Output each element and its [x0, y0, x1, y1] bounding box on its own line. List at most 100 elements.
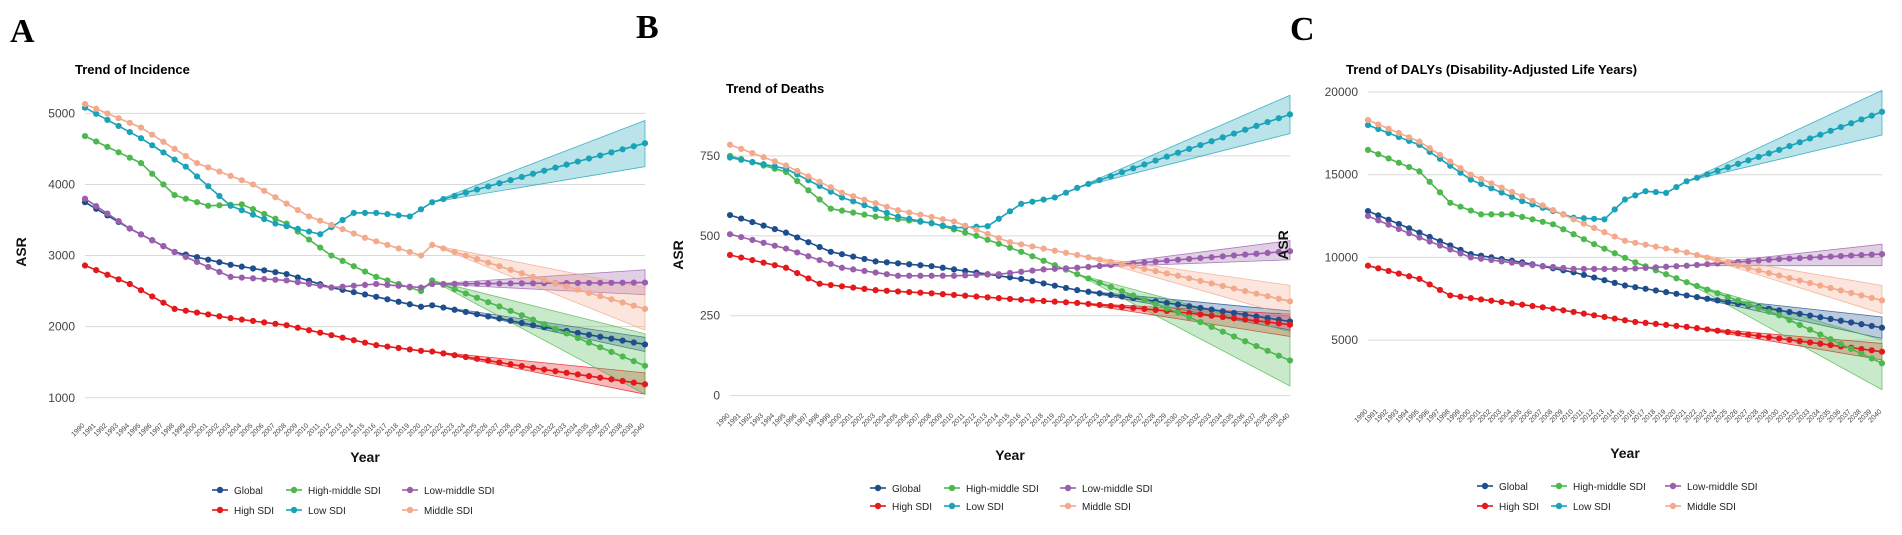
chart-title-incidence: Trend of Incidence	[75, 62, 190, 77]
x-axis-label: Year	[1610, 445, 1640, 461]
data-point-low-middle-sdi	[984, 271, 991, 278]
data-point-middle-sdi	[1006, 239, 1014, 246]
data-point-low-middle-sdi	[861, 267, 868, 275]
data-point-middle-sdi	[429, 241, 436, 248]
data-point-global	[574, 329, 581, 337]
data-point-low-middle-sdi	[1693, 261, 1701, 269]
data-point-middle-sdi	[1683, 249, 1690, 256]
data-point-high-sdi	[641, 381, 649, 388]
data-point-high-sdi	[1107, 302, 1114, 310]
data-point-low-sdi	[760, 161, 767, 168]
data-point-high-middle-sdi	[1395, 159, 1402, 166]
data-point-global	[1796, 310, 1803, 317]
data-point-high-middle-sdi	[1219, 328, 1226, 335]
data-point-low-middle-sdi	[1519, 260, 1526, 268]
data-point-low-middle-sdi	[1570, 265, 1577, 273]
data-point-high-sdi	[861, 285, 868, 292]
data-point-high-middle-sdi	[1118, 288, 1126, 295]
data-point-high-middle-sdi	[794, 178, 801, 185]
data-point-middle-sdi	[1734, 262, 1742, 269]
data-point-low-middle-sdi	[227, 273, 234, 280]
data-point-low-middle-sdi	[1817, 253, 1824, 261]
data-point-middle-sdi	[1447, 158, 1454, 165]
data-point-global	[1219, 308, 1226, 315]
data-point-global	[1085, 288, 1092, 295]
chart-title-dalys: Trend of DALYs (Disability-Adjusted Life…	[1346, 62, 1637, 77]
legend-swatch-dot	[1669, 482, 1677, 490]
data-point-middle-sdi	[305, 213, 313, 220]
data-point-high-middle-sdi	[104, 143, 111, 150]
legend-item-low-sdi: Low SDI	[286, 506, 346, 517]
data-point-low-middle-sdi	[283, 277, 290, 284]
data-point-middle-sdi	[294, 206, 301, 214]
data-point-low-middle-sdi	[137, 231, 145, 238]
data-point-middle-sdi	[1208, 280, 1215, 287]
data-point-middle-sdi	[1040, 245, 1047, 252]
data-point-high-sdi	[249, 317, 257, 325]
data-point-global	[417, 303, 425, 310]
data-point-global	[950, 266, 958, 273]
data-point-high-middle-sdi	[1416, 168, 1423, 175]
data-point-middle-sdi	[1663, 245, 1670, 252]
legend-swatch-dot	[874, 502, 882, 510]
data-point-low-sdi	[585, 155, 593, 162]
data-point-high-sdi	[104, 271, 111, 278]
data-point-low-middle-sdi	[1488, 256, 1495, 264]
data-point-low-middle-sdi	[630, 279, 637, 286]
data-point-global	[1107, 291, 1114, 299]
data-point-global	[597, 333, 604, 340]
data-point-high-middle-sdi	[1006, 244, 1014, 251]
data-point-low-middle-sdi	[1230, 252, 1238, 259]
data-point-middle-sdi	[1786, 274, 1793, 282]
data-point-global	[1621, 282, 1629, 289]
data-point-low-sdi	[726, 154, 734, 161]
data-point-low-sdi	[1796, 139, 1803, 146]
data-point-low-middle-sdi	[473, 280, 481, 287]
data-point-low-middle-sdi	[1416, 234, 1423, 241]
data-point-global	[1074, 287, 1081, 294]
data-point-high-middle-sdi	[1163, 305, 1170, 312]
data-point-high-sdi	[906, 288, 913, 296]
data-point-high-sdi	[995, 295, 1002, 302]
data-point-middle-sdi	[485, 259, 492, 266]
data-point-middle-sdi	[541, 276, 548, 284]
data-point-low-middle-sdi	[1765, 256, 1773, 263]
data-point-low-middle-sdi	[1406, 230, 1413, 237]
data-point-high-sdi	[950, 291, 958, 299]
data-point-global	[193, 254, 201, 261]
legend-label: Global	[234, 486, 263, 497]
data-point-low-middle-sdi	[384, 281, 391, 288]
data-point-middle-sdi	[1549, 206, 1557, 214]
data-point-high-sdi	[1447, 292, 1454, 299]
data-point-middle-sdi	[1673, 247, 1680, 254]
data-point-low-middle-sdi	[1467, 254, 1474, 261]
data-point-middle-sdi	[1436, 151, 1444, 158]
data-point-middle-sdi	[1018, 241, 1025, 248]
data-point-low-sdi	[193, 173, 201, 180]
data-point-global	[1174, 301, 1182, 308]
data-point-low-middle-sdi	[81, 195, 89, 202]
data-point-low-middle-sdi	[1806, 254, 1814, 261]
data-point-global	[962, 267, 969, 275]
data-point-high-sdi	[574, 371, 581, 378]
data-point-global	[738, 215, 745, 222]
data-point-middle-sdi	[1242, 288, 1249, 295]
data-point-low-sdi	[1085, 180, 1092, 188]
data-point-low-sdi	[917, 218, 924, 225]
data-point-high-middle-sdi	[1693, 282, 1701, 289]
data-point-middle-sdi	[1601, 229, 1608, 236]
data-point-global	[585, 331, 593, 338]
data-point-high-middle-sdi	[1621, 254, 1629, 261]
data-point-low-middle-sdi	[193, 258, 201, 266]
data-point-middle-sdi	[928, 213, 935, 221]
data-point-high-sdi	[1580, 310, 1587, 317]
data-point-global	[205, 256, 212, 263]
data-point-global	[1642, 285, 1649, 292]
data-point-high-middle-sdi	[149, 170, 156, 177]
data-point-low-sdi	[216, 192, 223, 200]
legend-swatch-dot	[1555, 502, 1563, 510]
data-point-high-sdi	[782, 264, 790, 271]
data-point-high-sdi	[872, 287, 879, 294]
data-point-middle-sdi	[1406, 134, 1413, 141]
data-point-middle-sdi	[384, 241, 391, 248]
